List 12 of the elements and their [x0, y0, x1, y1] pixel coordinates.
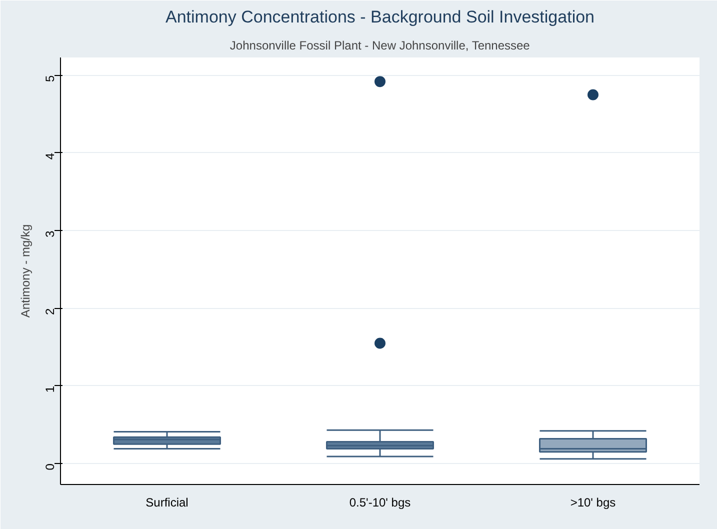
y-tick-label: 2: [43, 308, 57, 315]
y-tick-label: 3: [43, 230, 57, 238]
chart-subtitle: Johnsonville Fossil Plant - New Johnsonville, Tennessee: [230, 38, 530, 52]
chart-title: Antimony Concentrations - Background Soil Investigation: [165, 8, 595, 26]
y-tick-label: 0: [43, 463, 57, 470]
y-axis-title: Antimony - mg/kg: [18, 224, 32, 318]
x-tick-label: Surficial: [146, 496, 188, 510]
x-tick-label: 0.5'-10' bgs: [349, 496, 411, 510]
y-tick-label: 5: [43, 75, 57, 82]
y-tick-label: 1: [43, 386, 57, 393]
x-tick-label: >10' bgs: [570, 496, 616, 510]
y-tick-label: 4: [43, 152, 57, 160]
